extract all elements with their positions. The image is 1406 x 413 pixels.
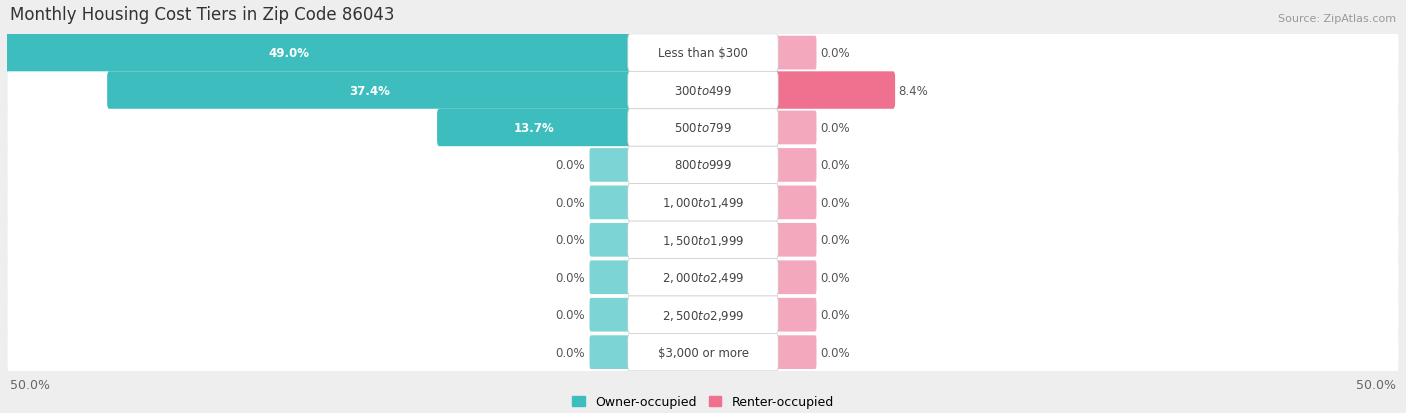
- Text: Less than $300: Less than $300: [658, 47, 748, 60]
- FancyBboxPatch shape: [589, 261, 631, 294]
- FancyBboxPatch shape: [589, 335, 631, 369]
- FancyBboxPatch shape: [7, 332, 1399, 373]
- Text: 8.4%: 8.4%: [898, 84, 928, 97]
- FancyBboxPatch shape: [775, 37, 817, 70]
- Text: Source: ZipAtlas.com: Source: ZipAtlas.com: [1278, 14, 1396, 24]
- FancyBboxPatch shape: [628, 259, 778, 296]
- FancyBboxPatch shape: [775, 112, 817, 145]
- FancyBboxPatch shape: [107, 72, 633, 109]
- Text: 0.0%: 0.0%: [821, 234, 851, 247]
- Text: 0.0%: 0.0%: [555, 346, 585, 359]
- FancyBboxPatch shape: [628, 334, 778, 371]
- Text: 13.7%: 13.7%: [515, 122, 555, 135]
- FancyBboxPatch shape: [628, 147, 778, 184]
- Text: 37.4%: 37.4%: [349, 84, 389, 97]
- FancyBboxPatch shape: [628, 35, 778, 72]
- FancyBboxPatch shape: [7, 70, 1399, 112]
- Text: $1,000 to $1,499: $1,000 to $1,499: [662, 196, 744, 210]
- FancyBboxPatch shape: [773, 72, 896, 109]
- Text: 50.0%: 50.0%: [10, 378, 49, 391]
- Text: 0.0%: 0.0%: [555, 309, 585, 321]
- Text: 0.0%: 0.0%: [555, 234, 585, 247]
- FancyBboxPatch shape: [7, 108, 1399, 149]
- Text: $2,000 to $2,499: $2,000 to $2,499: [662, 271, 744, 285]
- FancyBboxPatch shape: [775, 335, 817, 369]
- FancyBboxPatch shape: [7, 220, 1399, 261]
- Text: 0.0%: 0.0%: [555, 197, 585, 209]
- Text: $500 to $799: $500 to $799: [673, 122, 733, 135]
- Legend: Owner-occupied, Renter-occupied: Owner-occupied, Renter-occupied: [572, 396, 834, 408]
- Text: $300 to $499: $300 to $499: [673, 84, 733, 97]
- FancyBboxPatch shape: [628, 109, 778, 147]
- Text: Monthly Housing Cost Tiers in Zip Code 86043: Monthly Housing Cost Tiers in Zip Code 8…: [10, 6, 394, 24]
- Text: 0.0%: 0.0%: [821, 271, 851, 284]
- FancyBboxPatch shape: [775, 186, 817, 220]
- FancyBboxPatch shape: [7, 33, 1399, 74]
- Text: 0.0%: 0.0%: [555, 159, 585, 172]
- FancyBboxPatch shape: [0, 35, 633, 72]
- Text: $800 to $999: $800 to $999: [673, 159, 733, 172]
- Text: 0.0%: 0.0%: [821, 47, 851, 60]
- FancyBboxPatch shape: [775, 223, 817, 257]
- FancyBboxPatch shape: [7, 257, 1399, 298]
- FancyBboxPatch shape: [628, 184, 778, 221]
- Text: 49.0%: 49.0%: [269, 47, 309, 60]
- Text: $3,000 or more: $3,000 or more: [658, 346, 748, 359]
- FancyBboxPatch shape: [628, 72, 778, 109]
- Text: $2,500 to $2,999: $2,500 to $2,999: [662, 308, 744, 322]
- FancyBboxPatch shape: [437, 109, 633, 147]
- Text: 50.0%: 50.0%: [1357, 378, 1396, 391]
- FancyBboxPatch shape: [775, 149, 817, 182]
- FancyBboxPatch shape: [775, 261, 817, 294]
- FancyBboxPatch shape: [628, 221, 778, 259]
- Text: 0.0%: 0.0%: [821, 309, 851, 321]
- FancyBboxPatch shape: [7, 182, 1399, 223]
- FancyBboxPatch shape: [628, 296, 778, 334]
- FancyBboxPatch shape: [7, 294, 1399, 335]
- FancyBboxPatch shape: [589, 298, 631, 332]
- Text: 0.0%: 0.0%: [821, 346, 851, 359]
- Text: 0.0%: 0.0%: [821, 122, 851, 135]
- Text: $1,500 to $1,999: $1,500 to $1,999: [662, 233, 744, 247]
- Text: 0.0%: 0.0%: [821, 197, 851, 209]
- FancyBboxPatch shape: [7, 145, 1399, 186]
- FancyBboxPatch shape: [775, 298, 817, 332]
- FancyBboxPatch shape: [589, 149, 631, 182]
- Text: 0.0%: 0.0%: [555, 271, 585, 284]
- Text: 0.0%: 0.0%: [821, 159, 851, 172]
- FancyBboxPatch shape: [589, 186, 631, 220]
- FancyBboxPatch shape: [589, 223, 631, 257]
